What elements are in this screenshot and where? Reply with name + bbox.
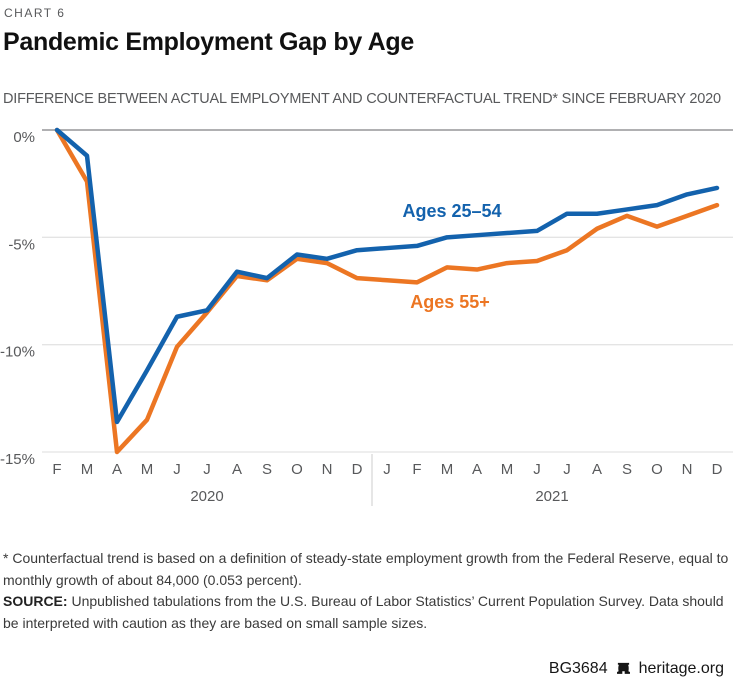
source-footnote: SOURCE: Unpublished tabulations from the… [3, 591, 731, 634]
series-line-ages-25-54 [54, 127, 720, 425]
liberty-bell-icon [615, 661, 632, 678]
footnote-block: * Counterfactual trend is based on a def… [3, 548, 731, 635]
series-label-ages-55: Ages 55+ [410, 292, 490, 312]
x-axis-month-label: N [322, 461, 333, 478]
branding-footer: BG3684 heritage.org [549, 660, 724, 678]
x-axis-month-label: J [533, 461, 541, 478]
x-axis-month-label: J [383, 461, 391, 478]
source-text: Unpublished tabulations from the U.S. Bu… [3, 593, 724, 632]
x-axis-month-label: J [173, 461, 181, 478]
x-axis-month-label: D [712, 461, 723, 478]
x-axis-year-label: 2021 [535, 488, 568, 505]
x-axis-month-label: A [592, 461, 602, 478]
x-axis-month-label: O [291, 461, 303, 478]
counterfactual-footnote: * Counterfactual trend is based on a def… [3, 550, 729, 588]
x-axis-month-label: M [81, 461, 94, 478]
x-axis-month-label: M [501, 461, 514, 478]
chart-subtitle: DIFFERENCE BETWEEN ACTUAL EMPLOYMENT AND… [3, 91, 721, 107]
source-label: SOURCE: [3, 593, 68, 610]
y-axis-tick-label: -5% [8, 236, 35, 253]
x-axis-month-label: O [651, 461, 663, 478]
page-title: Pandemic Employment Gap by Age [3, 28, 415, 56]
x-axis-month-label: N [682, 461, 693, 478]
y-axis-tick-label: 0% [13, 129, 35, 146]
x-axis-month-label: M [141, 461, 154, 478]
x-axis-month-label: J [563, 461, 571, 478]
x-axis-month-label: F [52, 461, 61, 478]
x-axis-month-label: D [352, 461, 363, 478]
chart-number-eyebrow: CHART 6 [4, 6, 66, 20]
x-axis-month-label: A [112, 461, 122, 478]
employment-gap-line-chart: 0% -5% -10% -15% F M A M J J A S O N D J F M A M J J A S O N D 2020… [0, 127, 733, 506]
series-line-ages-55 [54, 127, 720, 455]
site-name: heritage.org [638, 660, 724, 677]
x-axis-month-label: S [622, 461, 632, 478]
y-axis-tick-label: -10% [0, 344, 35, 361]
x-axis-month-label: A [472, 461, 482, 478]
x-axis-year-label: 2020 [190, 488, 223, 505]
x-axis-month-label: M [441, 461, 454, 478]
y-axis-tick-label: -15% [0, 451, 35, 468]
x-axis-month-label: F [412, 461, 421, 478]
x-axis-month-label: A [232, 461, 242, 478]
x-axis-month-label: S [262, 461, 272, 478]
document-id: BG3684 [548, 660, 608, 677]
series-label-ages-25-54: Ages 25–54 [402, 201, 501, 221]
x-axis-month-label: J [203, 461, 211, 478]
